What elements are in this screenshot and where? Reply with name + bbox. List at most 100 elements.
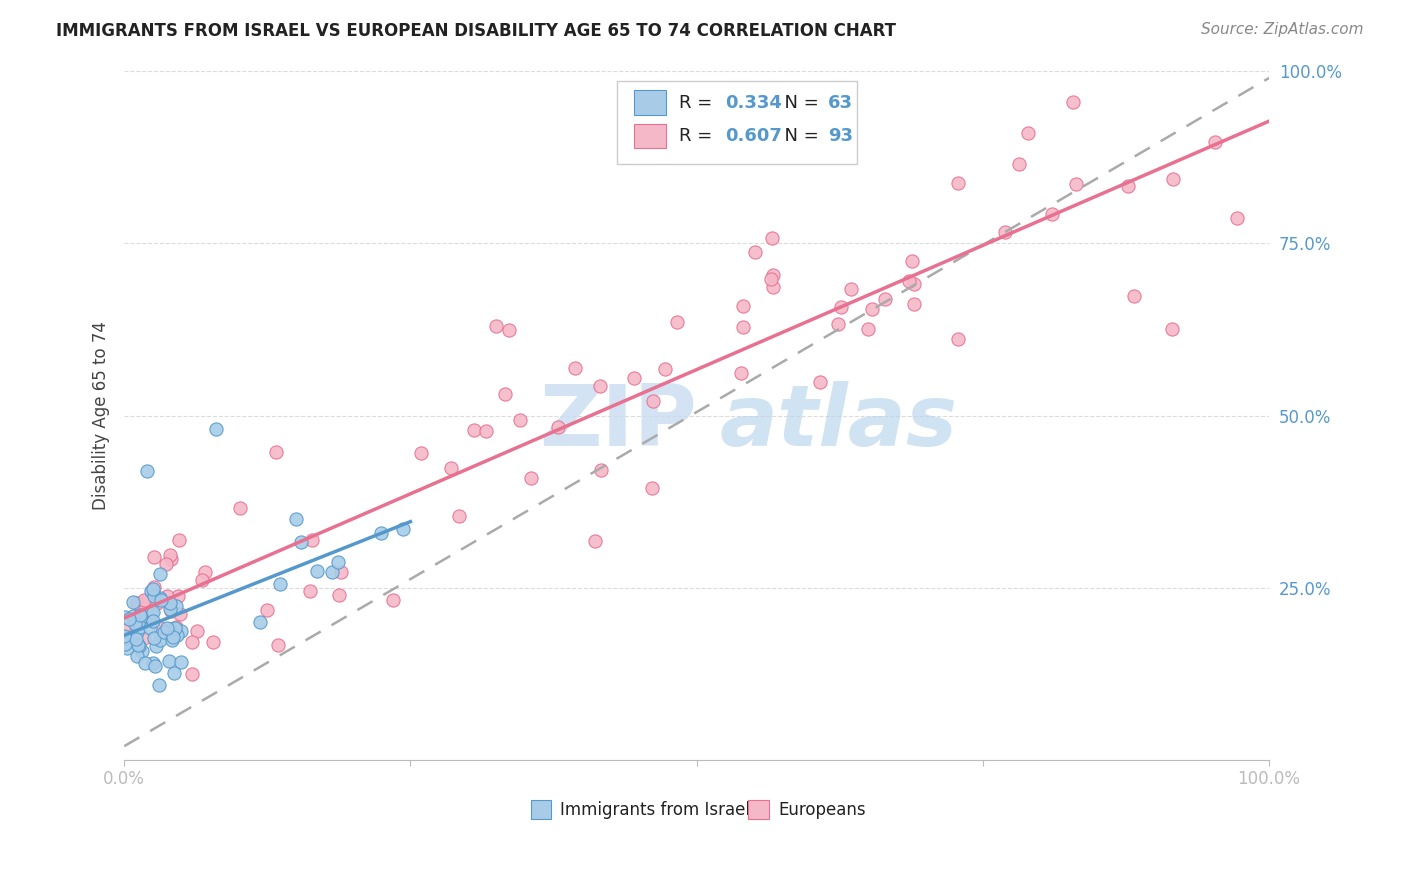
Point [159,551,181,566]
Point [149,567,172,582]
Point [139,584,162,599]
FancyBboxPatch shape [616,81,856,164]
Text: N =: N = [773,127,825,145]
Point [169,607,191,621]
Point [249,615,271,630]
Point [160,632,183,647]
Point [138,609,160,624]
Point [474,424,496,438]
Point [167,589,190,603]
Point [440,461,463,475]
Point [591,463,613,477]
Point [128,608,150,623]
Point [121,613,143,627]
Point [762,280,785,294]
Point [392,522,415,536]
Point [166,628,188,642]
Point [170,624,193,638]
Point [142,657,165,671]
Point [498,323,520,337]
Point [298,583,321,598]
Point [1040,207,1063,221]
Point [284,512,307,526]
Point [1226,211,1249,226]
Point [122,595,145,609]
Point [125,632,148,647]
Point [114,637,136,651]
Point [839,282,862,296]
Point [1204,135,1226,149]
Point [142,614,165,628]
Point [641,481,664,495]
Point [143,549,166,564]
Point [903,277,925,292]
Point [202,635,225,649]
FancyBboxPatch shape [634,90,665,115]
Point [157,654,180,668]
Point [128,617,150,632]
Point [1008,156,1031,170]
Point [583,534,606,549]
Point [159,602,181,616]
Point [118,612,141,626]
Point [142,589,165,603]
Point [267,639,290,653]
Point [1064,177,1087,191]
Point [321,565,343,579]
Point [264,445,287,459]
Point [181,634,204,648]
Point [229,500,252,515]
Point [165,620,187,634]
Point [156,622,179,636]
Point [163,666,186,681]
Point [194,565,217,579]
Point [269,577,291,591]
Point [564,360,586,375]
Point [124,617,146,632]
Point [903,297,925,311]
Point [124,613,146,627]
Text: 0.334: 0.334 [725,94,782,112]
Point [1017,126,1039,140]
Point [588,379,610,393]
Point [485,319,508,334]
Point [744,245,766,260]
Point [326,555,349,569]
Point [163,620,186,634]
Point [134,656,156,670]
Point [115,632,138,646]
Point [290,535,312,549]
Point [131,644,153,658]
Point [1122,289,1144,303]
Point [114,618,136,632]
Point [1161,322,1184,336]
Point [114,610,136,624]
Point [142,631,165,645]
Point [149,591,172,605]
FancyBboxPatch shape [530,800,551,819]
Point [328,588,350,602]
Text: Immigrants from Israel: Immigrants from Israel [561,800,751,819]
Point [875,292,897,306]
Point [494,387,516,401]
Point [149,622,172,636]
Point [148,677,170,691]
Point [180,666,202,681]
Point [830,300,852,314]
Point [160,622,183,636]
Point [143,659,166,673]
Point [146,596,169,610]
Point [132,592,155,607]
Point [142,580,165,594]
Text: Source: ZipAtlas.com: Source: ZipAtlas.com [1201,22,1364,37]
Point [547,419,569,434]
Point [994,225,1017,239]
Text: ZIP: ZIP [538,381,696,464]
Text: Europeans: Europeans [778,800,866,819]
Text: 63: 63 [828,94,853,112]
Point [160,604,183,618]
Point [163,625,186,640]
Point [808,375,831,389]
Point [827,318,849,332]
Point [330,565,353,579]
